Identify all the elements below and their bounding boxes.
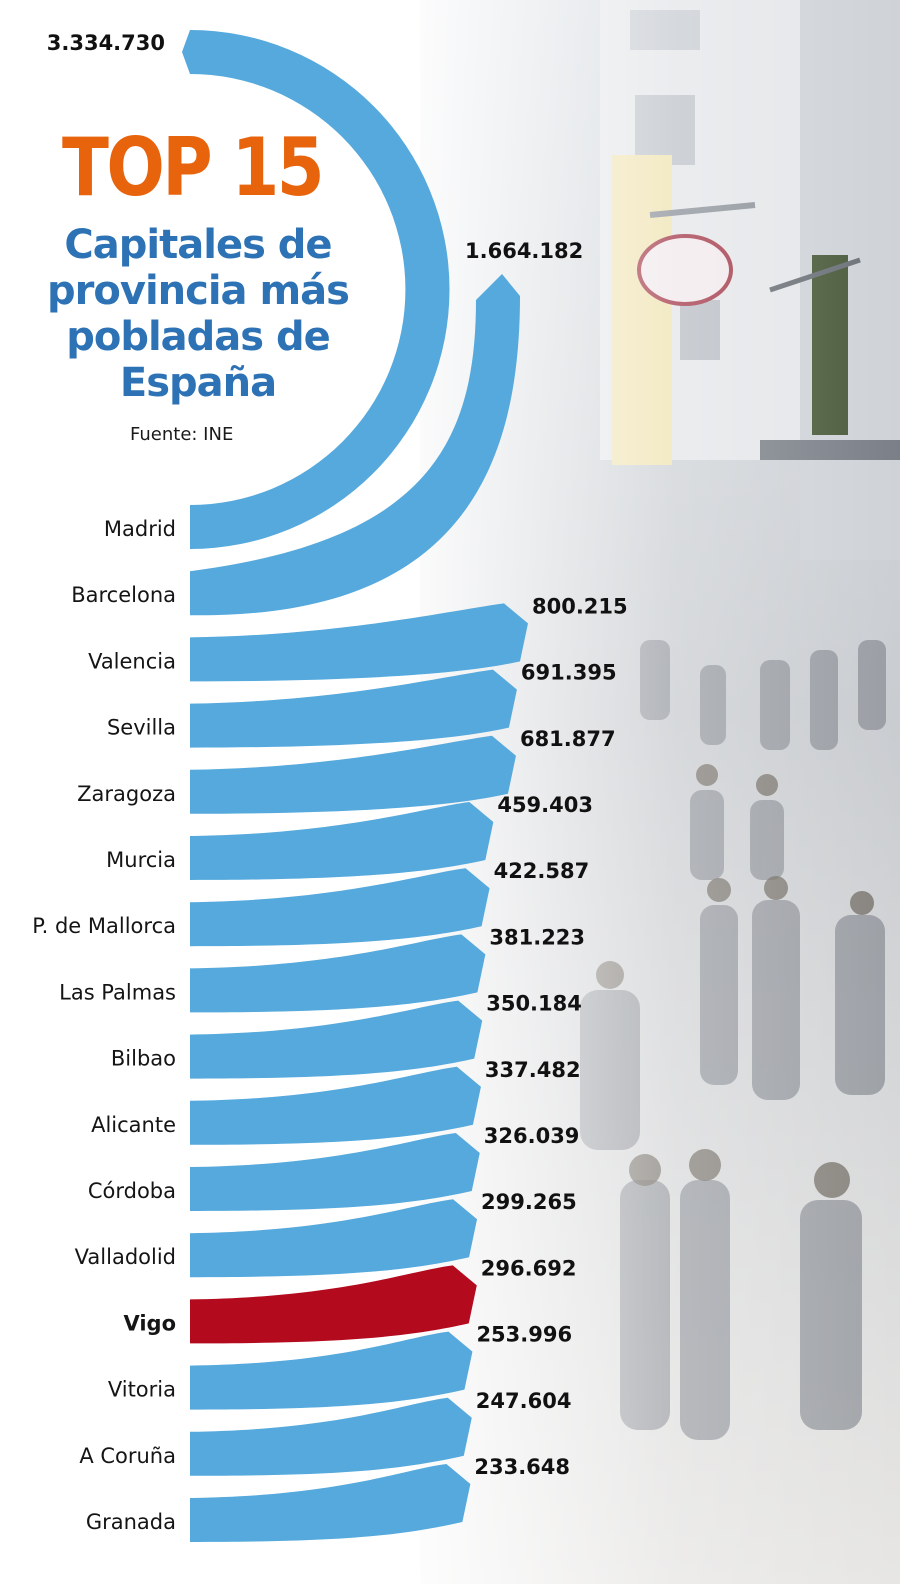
category-label: Madrid	[104, 517, 176, 541]
bar-murcia	[190, 802, 494, 880]
category-label: Vitoria	[108, 1378, 176, 1402]
category-label: Alicante	[91, 1113, 176, 1137]
data-label: 381.223	[489, 925, 585, 949]
category-label: Sevilla	[107, 716, 176, 740]
data-label: 253.996	[476, 1323, 572, 1347]
data-label: 691.395	[521, 661, 617, 685]
data-label: 422.587	[494, 859, 590, 883]
bar-madrid	[182, 30, 450, 549]
category-label: Vigo	[123, 1311, 176, 1335]
bar-bilbao	[190, 1000, 483, 1079]
category-label: Córdoba	[88, 1179, 176, 1203]
category-label: Granada	[86, 1510, 176, 1534]
category-label: Valladolid	[75, 1245, 176, 1269]
category-label: Murcia	[106, 848, 176, 872]
bar-granada	[190, 1464, 471, 1542]
bar-sevilla	[190, 669, 517, 748]
data-label: 681.877	[520, 727, 616, 751]
bar-alicante	[190, 1066, 481, 1145]
bar-las-palmas	[190, 934, 486, 1013]
category-label: Bilbao	[111, 1047, 176, 1071]
data-label: 1.664.182	[465, 239, 583, 263]
bar-vitoria	[190, 1331, 473, 1410]
bar-a-coru-a	[190, 1397, 472, 1476]
data-label: 337.482	[485, 1058, 581, 1082]
chart-title-top15: TOP 15	[62, 121, 325, 214]
bar-c-rdoba	[190, 1133, 480, 1211]
chart-subtitle: Capitales de provincia más pobladas de E…	[47, 222, 350, 406]
category-label: Barcelona	[71, 583, 176, 607]
data-label: 350.184	[486, 992, 582, 1016]
bar-vigo	[190, 1265, 477, 1344]
data-label: 800.215	[532, 594, 628, 618]
category-label: P. de Mallorca	[32, 914, 176, 938]
data-label: 3.334.730	[47, 31, 165, 55]
bar-p-de-mallorca	[190, 868, 490, 947]
category-label: Las Palmas	[59, 980, 176, 1004]
data-label: 299.265	[481, 1190, 577, 1214]
data-label: 233.648	[474, 1455, 570, 1479]
category-label: Valencia	[88, 649, 176, 673]
category-label: Zaragoza	[77, 782, 176, 806]
data-label: 247.604	[476, 1389, 572, 1413]
category-label: A Coruña	[79, 1444, 176, 1468]
bar-valencia	[190, 603, 528, 682]
bar-valladolid	[190, 1199, 478, 1278]
bar-zaragoza	[190, 735, 516, 814]
source-note: Fuente: INE	[130, 424, 234, 445]
data-label: 326.039	[484, 1124, 580, 1148]
data-label: 296.692	[481, 1256, 577, 1280]
bar-barcelona	[190, 274, 520, 616]
data-label: 459.403	[497, 793, 593, 817]
